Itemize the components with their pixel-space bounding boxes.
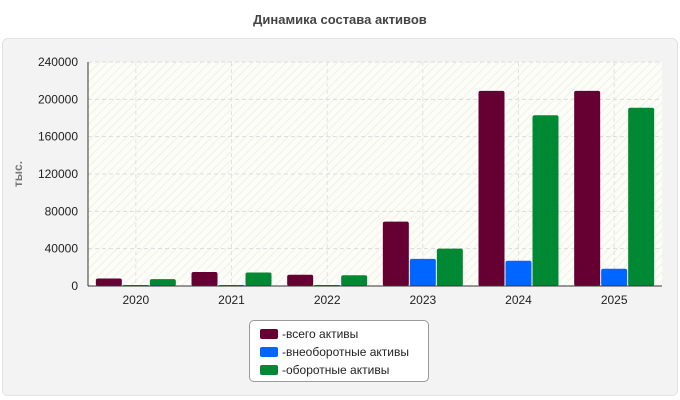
bar-внеоборотные-активы-2025 (601, 268, 628, 286)
legend-item-total: - всего активы (260, 325, 428, 343)
bar-оборотные-активы-2022 (341, 275, 368, 286)
bar-всего-активы-2025 (574, 90, 601, 286)
x-tick-label: 2021 (218, 293, 245, 307)
bar-оборотные-активы-2020 (149, 279, 176, 286)
legend-item-current: - оборотные активы (260, 361, 428, 379)
bar-всего-активы-2023 (382, 221, 409, 286)
legend-prefix: - (282, 345, 286, 359)
legend-swatch-current (260, 365, 278, 375)
x-tick-label: 2020 (122, 293, 149, 307)
bar-оборотные-активы-2025 (628, 107, 655, 286)
y-tick-label: 200000 (38, 92, 78, 106)
x-tick-label: 2022 (314, 293, 341, 307)
y-axis-label: тыс. (11, 161, 25, 187)
bar-всего-активы-2024 (478, 90, 505, 286)
legend-item-noncurrent: - внеоборотные активы (260, 343, 428, 361)
y-tick-label: 120000 (38, 167, 78, 181)
x-tick-labels: 2020 2021 2022 2023 2024 2025 (122, 293, 627, 307)
y-tick-label: 0 (71, 279, 78, 293)
bar-оборотные-активы-2023 (436, 248, 463, 286)
y-tick-label: 160000 (38, 130, 78, 144)
legend-prefix: - (282, 363, 286, 377)
y-tick-label: 240000 (38, 55, 78, 69)
chart-title: Динамика состава активов (253, 12, 427, 27)
y-tick-label: 40000 (45, 242, 79, 256)
legend-swatch-noncurrent (260, 347, 278, 357)
x-tick-label: 2023 (409, 293, 436, 307)
gridlines (88, 61, 662, 286)
bar-внеоборотные-активы-2023 (409, 258, 436, 286)
legend: - всего активы - внеоборотные активы - о… (249, 320, 429, 382)
legend-label-total: всего активы (286, 327, 359, 341)
bar-всего-активы-2021 (191, 272, 218, 286)
bar-всего-активы-2022 (287, 274, 314, 286)
x-tick-label: 2025 (601, 293, 628, 307)
y-tick-label: 80000 (45, 204, 79, 218)
bar-оборотные-активы-2024 (532, 115, 559, 286)
bar-всего-активы-2020 (95, 278, 122, 286)
bar-внеоборотные-активы-2024 (505, 260, 532, 286)
bars (95, 90, 655, 286)
y-tick-labels: 0 40000 80000 120000 160000 200000 240000 (38, 55, 78, 293)
bar-оборотные-активы-2021 (245, 272, 272, 286)
legend-label-noncurrent: внеоборотные активы (286, 345, 409, 359)
legend-prefix: - (282, 327, 286, 341)
x-tick-label: 2024 (505, 293, 532, 307)
legend-label-current: оборотные активы (286, 363, 390, 377)
legend-swatch-total (260, 329, 278, 339)
